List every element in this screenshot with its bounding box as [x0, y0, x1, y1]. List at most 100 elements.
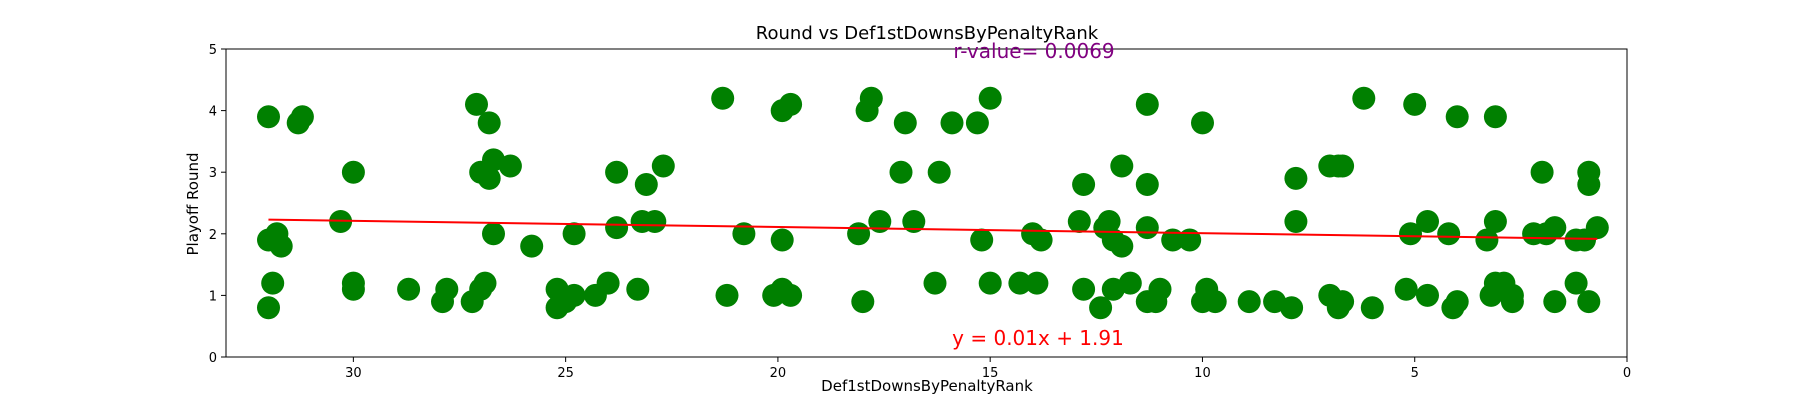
- data-point: [1025, 271, 1049, 295]
- data-point: [927, 160, 951, 184]
- data-point: [1394, 277, 1418, 301]
- data-point: [1543, 216, 1567, 240]
- data-point: [634, 173, 658, 196]
- data-point: [970, 228, 994, 252]
- data-point: [1403, 92, 1427, 116]
- data-point: [1072, 277, 1096, 301]
- data-point: [1399, 222, 1422, 246]
- data-point: [1437, 222, 1461, 246]
- data-point: [1360, 296, 1384, 320]
- data-point: [269, 234, 293, 258]
- data-point: [711, 86, 735, 110]
- data-point: [1135, 216, 1159, 240]
- x-tick-label: 5: [1411, 366, 1419, 381]
- data-point: [605, 216, 629, 240]
- data-point: [1008, 271, 1032, 295]
- data-point: [562, 222, 586, 246]
- x-tick-label: 15: [982, 366, 999, 381]
- data-point: [1110, 234, 1134, 258]
- data-point: [1110, 154, 1134, 178]
- data-point: [341, 277, 365, 301]
- data-point: [1072, 173, 1096, 196]
- data-point: [1483, 210, 1507, 233]
- x-tick-label: 0: [1623, 366, 1631, 381]
- data-point: [1029, 228, 1053, 252]
- data-point: [1577, 290, 1601, 314]
- data-point: [1445, 290, 1469, 314]
- data-point: [1237, 290, 1261, 314]
- y-tick-label: 1: [209, 289, 217, 304]
- plot-area: [225, 48, 1628, 358]
- data-point: [1445, 105, 1469, 129]
- data-point: [643, 210, 667, 233]
- data-point: [482, 222, 505, 246]
- x-tick-label: 10: [1194, 366, 1211, 381]
- data-point: [562, 283, 586, 307]
- y-tick-label: 3: [209, 166, 217, 181]
- data-point: [477, 166, 501, 190]
- data-point: [1416, 210, 1439, 233]
- y-axis-label: Playoff Round: [184, 152, 202, 255]
- data-point: [1284, 210, 1308, 233]
- data-point: [715, 283, 739, 307]
- x-axis-ticks: 30 25 20 15 10 5 0: [345, 357, 1631, 381]
- data-point: [397, 277, 421, 301]
- x-tick-label: 20: [770, 366, 787, 381]
- data-point: [261, 271, 285, 295]
- data-point: [859, 86, 883, 110]
- data-point: [1543, 290, 1567, 314]
- data-point: [732, 222, 756, 246]
- data-point: [902, 210, 926, 233]
- data-point: [626, 277, 650, 301]
- data-point: [1577, 173, 1601, 196]
- data-point: [889, 160, 913, 184]
- data-point: [847, 222, 871, 246]
- data-point: [868, 210, 892, 233]
- data-point: [1118, 271, 1142, 295]
- data-point: [431, 290, 454, 314]
- x-axis-label: Def1stDownsByPenaltyRank: [821, 377, 1033, 395]
- data-point: [1500, 290, 1524, 314]
- data-point: [1331, 290, 1355, 314]
- data-point: [1280, 296, 1304, 320]
- data-point: [498, 154, 522, 178]
- chart-title: Round vs Def1stDownsByPenaltyRank: [756, 23, 1099, 44]
- data-point: [1135, 92, 1159, 116]
- data-point: [779, 283, 803, 307]
- y-tick-label: 2: [209, 228, 217, 243]
- data-point: [1352, 86, 1376, 110]
- data-point: [1585, 216, 1609, 240]
- data-point: [940, 111, 964, 135]
- data-point: [1089, 296, 1113, 320]
- data-point: [341, 160, 365, 184]
- data-point: [257, 105, 280, 129]
- data-point: [1483, 105, 1507, 129]
- data-point: [1067, 210, 1091, 233]
- r-value-annotation: r-value= 0.0069: [953, 39, 1114, 63]
- regression-line: [268, 218, 1598, 240]
- data-point: [1331, 154, 1355, 178]
- data-point: [1161, 228, 1185, 252]
- data-point: [1191, 111, 1214, 135]
- data-point: [1178, 228, 1202, 252]
- data-point: [1530, 160, 1554, 184]
- data-point: [477, 111, 501, 135]
- y-tick-label: 0: [209, 351, 217, 366]
- regression-equation-annotation: y = 0.01x + 1.91: [952, 326, 1124, 350]
- data-point: [1203, 290, 1227, 314]
- data-point: [965, 111, 989, 135]
- data-point: [779, 92, 803, 116]
- data-point: [257, 296, 280, 320]
- data-point: [1097, 210, 1121, 233]
- data-point: [893, 111, 917, 135]
- x-tick-label: 25: [557, 366, 574, 381]
- data-point: [605, 160, 629, 184]
- data-point: [923, 271, 947, 295]
- data-point: [1475, 228, 1499, 252]
- data-point: [978, 86, 1002, 110]
- data-point: [1135, 173, 1159, 196]
- data-point: [596, 271, 620, 295]
- y-axis-ticks: 0 1 2 3 4 5: [209, 43, 226, 366]
